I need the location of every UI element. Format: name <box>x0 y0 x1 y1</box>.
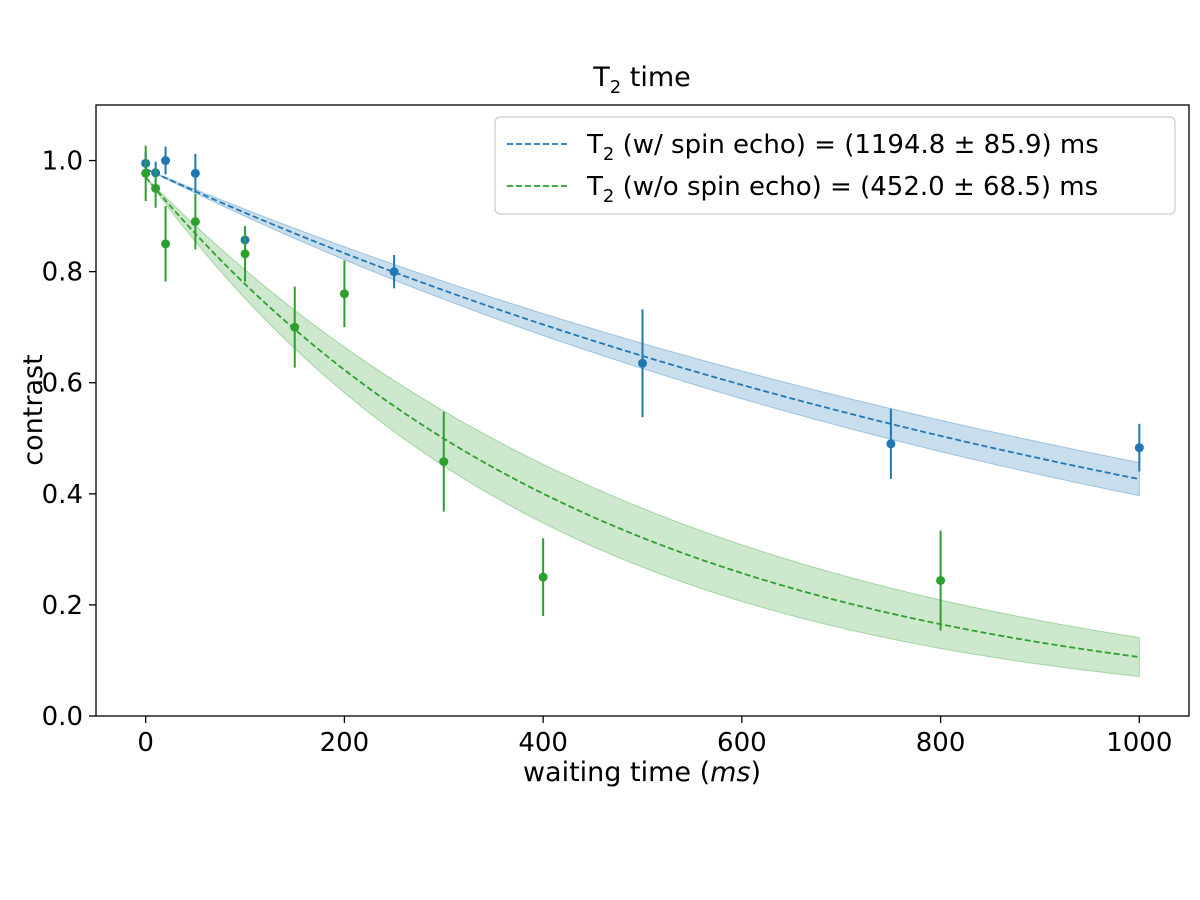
y-axis-ticks: 0.0 0.2 0.4 0.6 0.8 1.0 <box>42 147 96 732</box>
legend-box <box>494 116 1176 215</box>
y-tick-label: 0.0 <box>42 702 83 732</box>
y-tick-label: 0.8 <box>42 258 83 288</box>
y-tick-label: 0.2 <box>42 591 83 621</box>
data-point <box>538 572 548 582</box>
data-points <box>141 145 1144 631</box>
data-point <box>936 575 946 585</box>
data-point <box>638 358 647 368</box>
data-point <box>439 457 449 467</box>
data-point <box>190 217 200 227</box>
data-point <box>1134 443 1144 453</box>
x-tick-label: 1000 <box>1106 728 1172 758</box>
x-axis-ticks: 0 200 400 600 800 1000 <box>137 716 1172 758</box>
data-point <box>190 168 200 178</box>
x-tick-label: 800 <box>916 728 966 758</box>
data-point <box>389 267 399 277</box>
y-tick-label: 0.6 <box>42 369 83 399</box>
x-tick-label: 400 <box>518 728 568 758</box>
data-point <box>240 249 250 259</box>
legend-label-no-spin-echo: T2 (w/o spin echo) = (452.0 ± 68.5) ms <box>586 172 1098 207</box>
confidence-band-no-spin-echo <box>145 176 1140 678</box>
data-point <box>161 239 171 249</box>
x-axis-label: waiting time (ms) <box>523 757 761 788</box>
data-point <box>339 289 349 299</box>
x-tick-label: 600 <box>717 728 767 758</box>
legend-label-spin-echo: T2 (w/ spin echo) = (1194.8 ± 85.9) ms <box>586 130 1099 165</box>
chart-title: T2 time <box>592 62 691 98</box>
plot-frame <box>95 104 1190 717</box>
y-axis-label: contrast <box>18 354 49 465</box>
fit-curve-no-spin-echo <box>144 176 1140 658</box>
data-point <box>886 439 896 449</box>
data-point <box>151 183 161 193</box>
legend: T2 (w/ spin echo) = (1194.8 ± 85.9) ms T… <box>494 116 1176 215</box>
confidence-bands <box>145 168 1140 678</box>
data-point <box>290 322 300 332</box>
x-tick-label: 200 <box>320 728 370 758</box>
y-tick-label: 0.4 <box>42 480 83 510</box>
y-tick-label: 1.0 <box>42 147 83 177</box>
data-point <box>161 156 171 166</box>
data-point <box>141 168 151 178</box>
x-tick-label: 0 <box>137 728 154 758</box>
